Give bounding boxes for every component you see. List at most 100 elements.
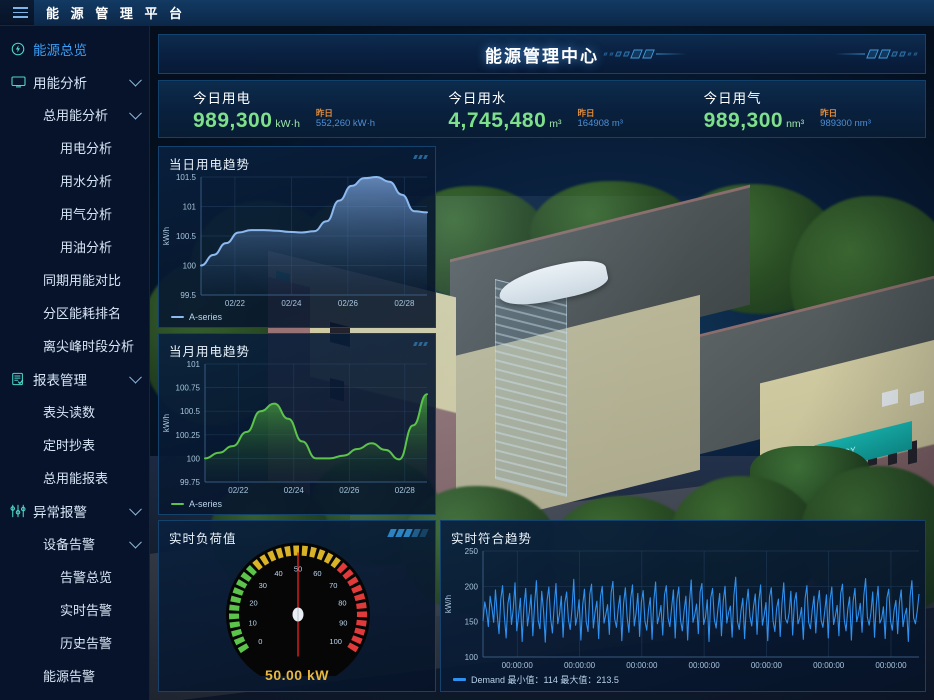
panel-title: 实时符合趋势 (451, 532, 533, 546)
sidebar-item-16[interactable]: 告警总览 (0, 560, 149, 593)
spacer (18, 668, 38, 684)
sidebar-item-20[interactable]: 历史查询 (0, 692, 149, 700)
sidebar-item-11[interactable]: 表头读数 (0, 395, 149, 428)
svg-text:kW/h: kW/h (162, 414, 171, 432)
kpi-unit: m³ (549, 117, 562, 130)
sidebar-item-label: 定时抄表 (43, 438, 96, 453)
sidebar-item-9[interactable]: 离尖峰时段分析 (0, 329, 149, 362)
svg-text:02/24: 02/24 (284, 486, 305, 495)
page-title-banner: 能源管理中心 (158, 34, 926, 74)
svg-text:100.5: 100.5 (176, 232, 197, 241)
sidebar-item-2[interactable]: 总用能分析 (0, 98, 149, 131)
sidebar-item-14[interactable]: 异常报警 (0, 494, 149, 527)
sidebar-item-6[interactable]: 用油分析 (0, 230, 149, 263)
panel-realtime-load-gauge: 实时负荷值 0102030405060708090100 50.00 kW (158, 520, 436, 692)
kpi-value-row: 989,300 kW·h 昨日 552,260 kW·h (193, 108, 414, 131)
kpi-unit: nm³ (786, 117, 805, 130)
monthly-electricity-chart: 99.75 100 100.25 100.5 100.75 101 02/22 02/24 02… (162, 360, 428, 495)
spacer (35, 206, 55, 222)
chevron-down-icon[interactable] (129, 106, 142, 120)
svg-text:60: 60 (313, 569, 321, 578)
sidebar-item-label: 用水分析 (60, 174, 113, 189)
banner-decoration-left (603, 49, 686, 59)
sidebar-item-label: 能源总览 (33, 42, 87, 58)
sidebar-item-0[interactable]: 能源总览 (0, 32, 149, 65)
spacer (18, 404, 38, 420)
chevron-down-icon[interactable] (129, 502, 142, 516)
legend-label: A-series (189, 499, 223, 509)
sidebar-item-17[interactable]: 实时告警 (0, 593, 149, 626)
sidebar-item-15[interactable]: 设备告警 (0, 527, 149, 560)
kpi-card-1: 今日用水 4,745,480 m³ 昨日 164908 m³ (414, 81, 669, 137)
building-atrium-glass (495, 279, 567, 497)
svg-text:02/26: 02/26 (339, 486, 360, 495)
svg-text:250: 250 (465, 547, 479, 556)
daily-electricity-chart: 99.5 100 100.5 101 101.5 02/22 02/24 02/26 02/28… (162, 173, 428, 308)
kpi-previous-value: 989300 nm³ (820, 118, 871, 130)
svg-text:101: 101 (187, 360, 201, 369)
kpi-previous-label: 昨日 (820, 108, 838, 119)
sidebar-item-label: 离尖峰时段分析 (43, 339, 135, 354)
sidebar-item-13[interactable]: 总用能报表 (0, 461, 149, 494)
sidebar-item-label: 告警总览 (60, 570, 113, 585)
sidebar-item-3[interactable]: 用电分析 (0, 131, 149, 164)
svg-text:02/28: 02/28 (394, 299, 415, 308)
kpi-value-row: 989,300 nm³ 昨日 989300 nm³ (704, 108, 925, 131)
sidebar-item-10[interactable]: 报表管理 (0, 362, 149, 395)
svg-text:70: 70 (329, 581, 337, 590)
spacer (18, 437, 38, 453)
chart-legend[interactable]: Demand 最小值：114 最大值：213.5 (453, 673, 619, 686)
kpi-card-2: 今日用气 989,300 nm³ 昨日 989300 nm³ (670, 81, 925, 137)
report-icon (8, 371, 28, 387)
kpi-title: 今日用电 (193, 91, 251, 107)
sidebar-item-18[interactable]: 历史告警 (0, 626, 149, 659)
kpi-value-row: 4,745,480 m³ 昨日 164908 m³ (448, 108, 669, 131)
sidebar-item-label: 实时告警 (60, 603, 113, 618)
kpi-title: 今日用气 (703, 91, 762, 107)
sidebar-item-8[interactable]: 分区能耗排名 (0, 296, 149, 329)
spacer (18, 272, 38, 288)
svg-text:90: 90 (339, 618, 347, 627)
legend-swatch (453, 678, 466, 681)
chevron-down-icon[interactable] (129, 370, 142, 384)
legend-swatch (171, 315, 184, 319)
page-title: 能源管理中心 (485, 46, 599, 66)
svg-text:00:00:00: 00:00:00 (813, 661, 845, 670)
spacer (35, 569, 55, 585)
monitor-icon (8, 74, 28, 90)
panel-title: 当日用电趋势 (169, 158, 251, 172)
svg-text:100.75: 100.75 (176, 384, 201, 393)
panel-title: 实时负荷值 (169, 532, 237, 546)
sidebar-item-1[interactable]: 用能分析 (0, 65, 149, 98)
sidebar-item-19[interactable]: 能源告警 (0, 659, 149, 692)
sidebar-item-label: 能源告警 (43, 669, 96, 684)
spacer (18, 338, 38, 354)
chart-legend[interactable]: A-series (171, 312, 222, 322)
sidebar-item-5[interactable]: 用气分析 (0, 197, 149, 230)
sidebar-item-label: 总用能分析 (43, 108, 109, 123)
svg-text:100: 100 (187, 454, 201, 463)
chevron-down-icon[interactable] (129, 73, 142, 87)
realtime-demand-chart: 100 150 200 250 00:00:00 00:00:00 00:00:00 00:0… (444, 547, 920, 670)
sidebar-item-label: 用气分析 (60, 207, 113, 222)
hamburger-icon[interactable] (6, 0, 34, 26)
sidebar-item-label: 表头读数 (43, 405, 96, 420)
svg-text:00:00:00: 00:00:00 (626, 661, 658, 670)
svg-text:99.5: 99.5 (180, 291, 196, 300)
kpi-previous: 昨日 989300 nm³ (820, 108, 871, 131)
svg-text:0: 0 (258, 637, 262, 646)
main-content: FEEJOY 能源管理中心 今日用电 (150, 26, 934, 700)
spacer (35, 239, 55, 255)
spacer (35, 602, 55, 618)
sidebar-navigation[interactable]: 能源总览用能分析总用能分析用电分析用水分析用气分析用油分析 同期用能对比 分区能耗排… (0, 26, 150, 700)
top-header-bar: 能 源 管 理 平 台 (0, 0, 934, 26)
legend-label: A-series (189, 312, 223, 322)
spacer (18, 305, 38, 321)
chart-legend[interactable]: A-series (171, 499, 222, 509)
sidebar-item-12[interactable]: 定时抄表 (0, 428, 149, 461)
sidebar-item-7[interactable]: 同期用能对比 (0, 263, 149, 296)
chevron-down-icon[interactable] (129, 535, 142, 549)
kpi-previous: 昨日 552,260 kW·h (316, 108, 375, 131)
svg-text:30: 30 (259, 581, 267, 590)
sidebar-item-4[interactable]: 用水分析 (0, 164, 149, 197)
